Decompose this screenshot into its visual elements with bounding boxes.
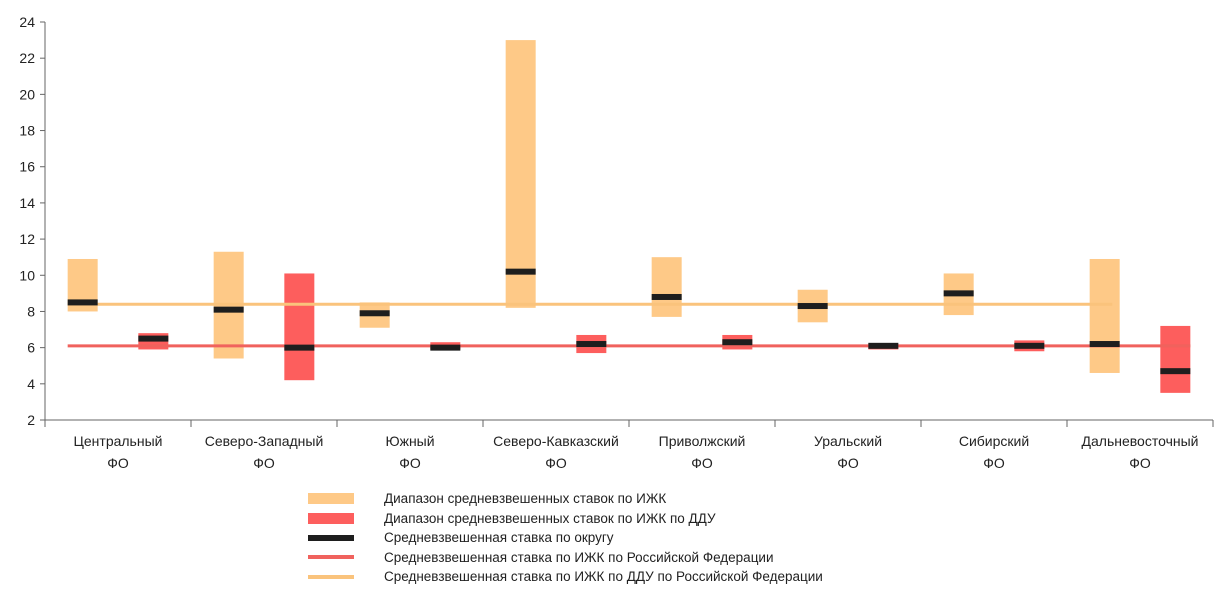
- legend-swatch-izhk-range: [308, 493, 354, 505]
- ddu-avg-marker: [1014, 342, 1045, 349]
- izhk-range-bar: [651, 257, 682, 317]
- legend-swatch-rf-izhk-ddu: [308, 574, 354, 579]
- ddu-avg-marker: [868, 342, 899, 349]
- category-label: ФО: [837, 455, 859, 471]
- ddu-avg-marker: [284, 344, 315, 351]
- range-chart: 24681012141618202224ЦентральныйФОСеверо-…: [19, 14, 1214, 471]
- ddu-avg-marker: [722, 339, 753, 346]
- izhk-avg-marker: [943, 290, 974, 297]
- category-label: Дальневосточный: [1082, 433, 1199, 449]
- y-tick-label: 20: [19, 86, 35, 102]
- legend-label-rf-izhk: Средневзвешенная ставка по ИЖК по Россий…: [384, 549, 774, 565]
- izhk-avg-marker: [651, 293, 682, 300]
- y-tick-label: 22: [19, 50, 35, 66]
- category-label: ФО: [1129, 455, 1151, 471]
- ddu-avg-marker: [430, 344, 461, 351]
- y-tick-label: 4: [27, 376, 35, 392]
- y-tick-label: 12: [19, 231, 35, 247]
- legend-label-rf-izhk-ddu: Средневзвешенная ставка по ИЖК по ДДУ по…: [384, 569, 823, 585]
- izhk-range-bar: [505, 40, 536, 308]
- ddu-avg-marker: [138, 335, 169, 342]
- y-tick-label: 14: [19, 195, 35, 211]
- ddu-avg-marker: [576, 341, 607, 348]
- izhk-avg-marker: [67, 299, 98, 306]
- category-label: Уральский: [814, 433, 882, 449]
- category-label: Центральный: [74, 433, 163, 449]
- izhk-range-bar: [1089, 258, 1120, 373]
- izhk-avg-marker: [359, 310, 390, 317]
- category-label: ФО: [107, 455, 129, 471]
- y-tick-label: 2: [27, 412, 35, 428]
- category-label: Южный: [385, 433, 434, 449]
- ddu-range-bar: [1160, 325, 1191, 393]
- ddu-avg-marker: [1160, 368, 1191, 375]
- y-tick-label: 10: [19, 267, 35, 283]
- legend-swatch-district-avg: [308, 534, 354, 541]
- legend-label-izhk-range: Диапазон средневзвешенных ставок по ИЖК: [384, 491, 667, 507]
- legend-label-district-avg: Средневзвешенная ставка по округу: [384, 530, 614, 546]
- y-tick-label: 24: [19, 14, 35, 30]
- category-label: ФО: [983, 455, 1005, 471]
- izhk-avg-marker: [505, 268, 536, 275]
- category-label: Северо-Западный: [205, 433, 324, 449]
- y-tick-label: 16: [19, 159, 35, 175]
- category-label: ФО: [253, 455, 275, 471]
- category-label: Приволжский: [659, 433, 746, 449]
- legend-swatch-ddu-range: [308, 512, 354, 524]
- category-label: ФО: [545, 455, 567, 471]
- category-label: Сибирский: [959, 433, 1029, 449]
- category-label: ФО: [691, 455, 713, 471]
- category-label: ФО: [399, 455, 421, 471]
- ddu-range-bar: [284, 273, 315, 381]
- legend-label-ddu-range: Диапазон средневзвешенных ставок по ИЖК …: [384, 510, 716, 526]
- y-tick-label: 6: [27, 340, 35, 356]
- y-tick-label: 18: [19, 123, 35, 139]
- izhk-avg-marker: [213, 306, 244, 313]
- izhk-avg-marker: [797, 303, 828, 310]
- legend-swatch-rf-izhk: [308, 555, 354, 560]
- category-label: Северо-Кавказский: [493, 433, 619, 449]
- y-tick-label: 8: [27, 303, 35, 319]
- izhk-avg-marker: [1089, 341, 1120, 348]
